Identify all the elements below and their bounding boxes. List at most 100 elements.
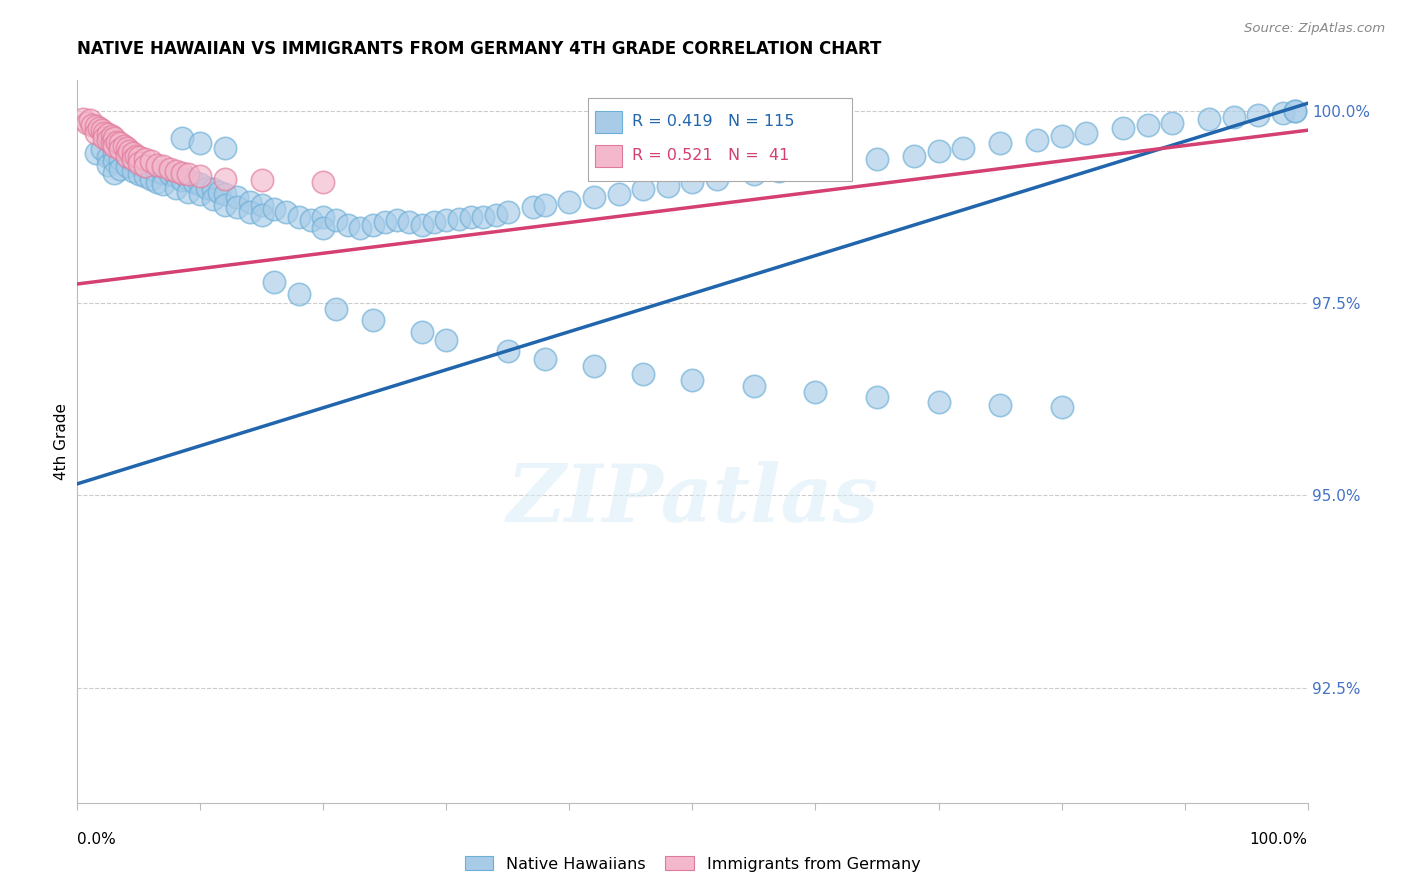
- Point: [633, 367, 655, 381]
- Point: [89, 120, 111, 135]
- Point: [141, 171, 163, 186]
- Point: [374, 215, 396, 229]
- FancyBboxPatch shape: [595, 145, 623, 167]
- Point: [121, 146, 143, 161]
- Point: [90, 123, 114, 137]
- Point: [657, 179, 679, 194]
- Point: [177, 171, 200, 186]
- Point: [82, 118, 104, 132]
- Point: [988, 136, 1011, 151]
- Point: [436, 213, 458, 227]
- Point: [115, 141, 138, 155]
- Point: [988, 398, 1011, 412]
- Point: [250, 173, 273, 187]
- Point: [125, 148, 148, 162]
- Text: NATIVE HAWAIIAN VS IMMIGRANTS FROM GERMANY 4TH GRADE CORRELATION CHART: NATIVE HAWAIIAN VS IMMIGRANTS FROM GERMA…: [77, 40, 882, 58]
- Point: [768, 164, 790, 178]
- Point: [349, 220, 371, 235]
- Point: [436, 333, 458, 347]
- Point: [201, 182, 224, 196]
- Point: [214, 187, 236, 202]
- Point: [97, 158, 120, 172]
- Point: [146, 164, 169, 178]
- Point: [208, 185, 231, 199]
- Point: [103, 138, 125, 153]
- Point: [1284, 103, 1306, 118]
- Point: [97, 127, 120, 141]
- Text: R = 0.521   N =  41: R = 0.521 N = 41: [633, 148, 790, 163]
- Point: [141, 153, 163, 168]
- Point: [312, 175, 335, 189]
- Point: [121, 152, 143, 166]
- Point: [1026, 133, 1049, 147]
- Point: [928, 144, 950, 158]
- Point: [115, 160, 138, 174]
- Point: [522, 200, 544, 214]
- Point: [226, 190, 249, 204]
- Point: [141, 161, 163, 176]
- Point: [485, 208, 508, 222]
- Point: [103, 153, 125, 168]
- Point: [97, 150, 120, 164]
- Point: [411, 326, 433, 340]
- Point: [214, 198, 236, 212]
- Point: [472, 210, 495, 224]
- Point: [76, 115, 98, 129]
- Point: [607, 187, 630, 202]
- Point: [299, 213, 322, 227]
- Point: [159, 161, 181, 176]
- Legend: Native Hawaiians, Immigrants from Germany: Native Hawaiians, Immigrants from German…: [458, 849, 927, 878]
- Point: [101, 128, 124, 143]
- Point: [93, 126, 115, 140]
- Point: [411, 218, 433, 232]
- Point: [93, 131, 115, 145]
- Point: [534, 351, 557, 366]
- Point: [134, 160, 156, 174]
- Point: [110, 161, 132, 176]
- Point: [165, 169, 187, 184]
- Point: [866, 152, 889, 166]
- Point: [72, 112, 94, 126]
- Point: [460, 210, 482, 224]
- Point: [534, 198, 557, 212]
- Point: [165, 181, 187, 195]
- Point: [226, 200, 249, 214]
- Point: [928, 394, 950, 409]
- Point: [128, 150, 150, 164]
- Point: [1136, 118, 1159, 132]
- Point: [79, 113, 101, 128]
- Point: [134, 152, 156, 166]
- Point: [195, 181, 218, 195]
- Point: [742, 167, 765, 181]
- Point: [361, 313, 384, 327]
- Point: [1050, 128, 1073, 143]
- Point: [903, 148, 925, 162]
- Point: [84, 120, 107, 134]
- Point: [159, 167, 181, 181]
- Point: [496, 343, 519, 358]
- Point: [239, 194, 262, 209]
- Point: [152, 165, 174, 179]
- Point: [423, 215, 446, 229]
- Point: [121, 164, 143, 178]
- Point: [682, 175, 704, 189]
- Point: [337, 218, 360, 232]
- Point: [128, 156, 150, 170]
- Point: [188, 136, 212, 151]
- Point: [1223, 110, 1246, 124]
- Point: [682, 373, 704, 387]
- Point: [128, 158, 150, 172]
- Point: [115, 148, 138, 162]
- Point: [201, 193, 224, 207]
- Point: [1050, 400, 1073, 414]
- Point: [101, 136, 124, 151]
- Point: [214, 141, 236, 155]
- Point: [288, 210, 311, 224]
- Point: [1272, 105, 1295, 120]
- Point: [496, 205, 519, 219]
- Point: [110, 152, 132, 166]
- Text: Source: ZipAtlas.com: Source: ZipAtlas.com: [1244, 22, 1385, 36]
- Point: [1284, 103, 1306, 118]
- Point: [134, 160, 156, 174]
- Point: [447, 211, 470, 226]
